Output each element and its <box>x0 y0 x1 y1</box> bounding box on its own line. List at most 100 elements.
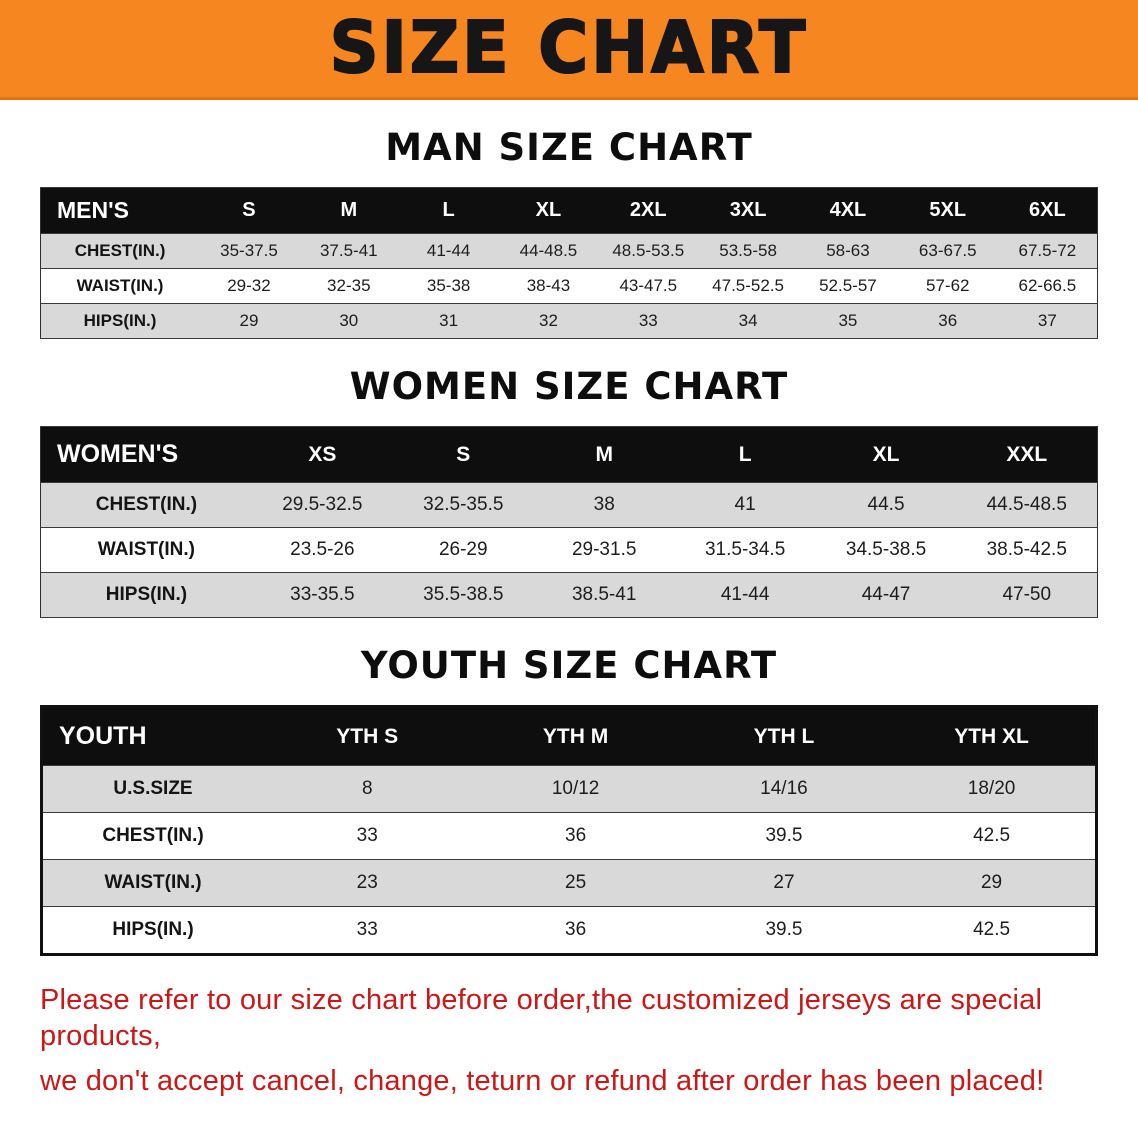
size-column-header: XL <box>815 426 957 483</box>
size-value: 33 <box>263 906 472 955</box>
size-value: 38.5-41 <box>533 572 675 618</box>
size-value: 30 <box>298 303 399 339</box>
size-value: 67.5-72 <box>997 233 1098 269</box>
size-value: 38-43 <box>498 268 599 304</box>
size-column-header: 3XL <box>698 187 799 234</box>
size-value: 37.5-41 <box>298 233 399 269</box>
table-row: HIPS(IN.) 33-35.5 35.5-38.5 38.5-41 41-44 44-… <box>40 572 1098 618</box>
youth-section-heading: YOUTH SIZE CHART <box>360 644 778 687</box>
table-header-row: YOUTH YTH S YTH M YTH L YTH XL <box>41 706 1097 766</box>
size-value: 33 <box>598 303 699 339</box>
size-value: 52.5-57 <box>798 268 898 304</box>
size-value: 38.5-42.5 <box>956 527 1098 573</box>
table-row: CHEST(IN.) 33 36 39.5 42.5 <box>41 812 1097 860</box>
size-column-header: XXL <box>956 426 1098 483</box>
size-value: 53.5-58 <box>698 233 799 269</box>
row-label: WAIST(IN.) <box>41 859 264 907</box>
banner-title: SIZE CHART <box>329 6 809 91</box>
size-value: 33 <box>263 812 472 860</box>
disclaimer: Please refer to our size chart before or… <box>40 982 1138 1121</box>
women-size-table: WOMEN'S XS S M L XL XXL CHEST(IN.) 29.5-32.5 32.5… <box>40 426 1098 618</box>
size-column-header: YTH XL <box>888 706 1097 766</box>
size-value: 31 <box>398 303 499 339</box>
table-row: WAIST(IN.) 23.5-26 26-29 29-31.5 31.5-34.5 34… <box>40 527 1098 573</box>
size-column-header: XL <box>498 187 599 234</box>
table-title-cell: MEN'S <box>40 187 200 234</box>
size-value: 63-67.5 <box>897 233 998 269</box>
size-value: 27 <box>679 859 889 907</box>
row-label: CHEST(IN.) <box>41 812 264 860</box>
size-value: 18/20 <box>888 765 1097 813</box>
size-value: 58-63 <box>798 233 898 269</box>
size-value: 29.5-32.5 <box>251 482 393 528</box>
table-row: HIPS(IN.) 29 30 31 32 33 34 35 36 37 <box>40 303 1098 339</box>
size-column-header: YTH M <box>471 706 680 766</box>
row-label: WAIST(IN.) <box>40 268 200 304</box>
size-value: 29-31.5 <box>533 527 675 573</box>
size-column-header: L <box>398 187 499 234</box>
table-row: WAIST(IN.) 23 25 27 29 <box>41 859 1097 907</box>
size-value: 44.5-48.5 <box>956 482 1098 528</box>
size-value: 41-44 <box>674 572 816 618</box>
row-label: U.S.SIZE <box>41 765 264 813</box>
size-value: 41-44 <box>398 233 499 269</box>
table-row: HIPS(IN.) 33 36 39.5 42.5 <box>41 906 1097 955</box>
size-value: 34.5-38.5 <box>815 527 957 573</box>
size-value: 48.5-53.5 <box>598 233 699 269</box>
size-value: 57-62 <box>897 268 998 304</box>
size-value: 29-32 <box>199 268 299 304</box>
size-value: 32.5-35.5 <box>392 482 534 528</box>
size-value: 41 <box>674 482 816 528</box>
row-label: HIPS(IN.) <box>41 906 264 955</box>
size-value: 8 <box>263 765 472 813</box>
size-column-header: 6XL <box>997 187 1098 234</box>
size-column-header: L <box>674 426 816 483</box>
men-size-section: MAN SIZE CHART MEN'S S M L XL 2XL 3XL 4XL 5XL 6XL… <box>0 126 1138 339</box>
size-value: 47-50 <box>956 572 1098 618</box>
size-value: 42.5 <box>888 812 1097 860</box>
table-title-cell: YOUTH <box>41 706 264 766</box>
table-row: CHEST(IN.) 35-37.5 37.5-41 41-44 44-48.5 48.5… <box>40 233 1098 269</box>
size-value: 32-35 <box>298 268 399 304</box>
size-column-header: 5XL <box>897 187 998 234</box>
size-value: 14/16 <box>679 765 889 813</box>
size-column-header: S <box>199 187 299 234</box>
men-size-table: MEN'S S M L XL 2XL 3XL 4XL 5XL 6XL CHEST(IN.) 35-37… <box>40 187 1098 339</box>
table-header-row: MEN'S S M L XL 2XL 3XL 4XL 5XL 6XL <box>40 187 1098 234</box>
table-row: U.S.SIZE 8 10/12 14/16 18/20 <box>41 765 1097 813</box>
size-value: 26-29 <box>392 527 534 573</box>
size-column-header: 4XL <box>798 187 898 234</box>
size-value: 33-35.5 <box>251 572 393 618</box>
disclaimer-line-1: Please refer to our size chart before or… <box>40 984 1043 1053</box>
size-value: 29 <box>199 303 299 339</box>
size-value: 44.5 <box>815 482 957 528</box>
size-value: 37 <box>997 303 1098 339</box>
size-value: 36 <box>471 906 680 955</box>
size-value: 10/12 <box>471 765 680 813</box>
size-value: 39.5 <box>679 812 889 860</box>
disclaimer-line-2: we don't accept cancel, change, teturn o… <box>40 1064 1045 1097</box>
size-value: 38 <box>533 482 675 528</box>
size-value: 23 <box>263 859 472 907</box>
size-value: 47.5-52.5 <box>698 268 799 304</box>
size-column-header: M <box>298 187 399 234</box>
row-label: HIPS(IN.) <box>40 303 200 339</box>
size-value: 36 <box>897 303 998 339</box>
size-value: 39.5 <box>679 906 889 955</box>
men-section-heading: MAN SIZE CHART <box>385 126 753 169</box>
table-row: WAIST(IN.) 29-32 32-35 35-38 38-43 43-47.5 47.… <box>40 268 1098 304</box>
size-value: 23.5-26 <box>251 527 393 573</box>
row-label: CHEST(IN.) <box>40 482 252 528</box>
size-chart-banner: SIZE CHART <box>0 0 1138 100</box>
table-title-cell: WOMEN'S <box>40 426 252 483</box>
size-value: 44-47 <box>815 572 957 618</box>
row-label: CHEST(IN.) <box>40 233 200 269</box>
size-column-header: M <box>533 426 675 483</box>
row-label: HIPS(IN.) <box>40 572 252 618</box>
size-column-header: XS <box>251 426 393 483</box>
size-column-header: YTH S <box>263 706 472 766</box>
table-header-row: WOMEN'S XS S M L XL XXL <box>40 426 1098 483</box>
size-value: 44-48.5 <box>498 233 599 269</box>
size-value: 35-38 <box>398 268 499 304</box>
size-value: 35 <box>798 303 898 339</box>
